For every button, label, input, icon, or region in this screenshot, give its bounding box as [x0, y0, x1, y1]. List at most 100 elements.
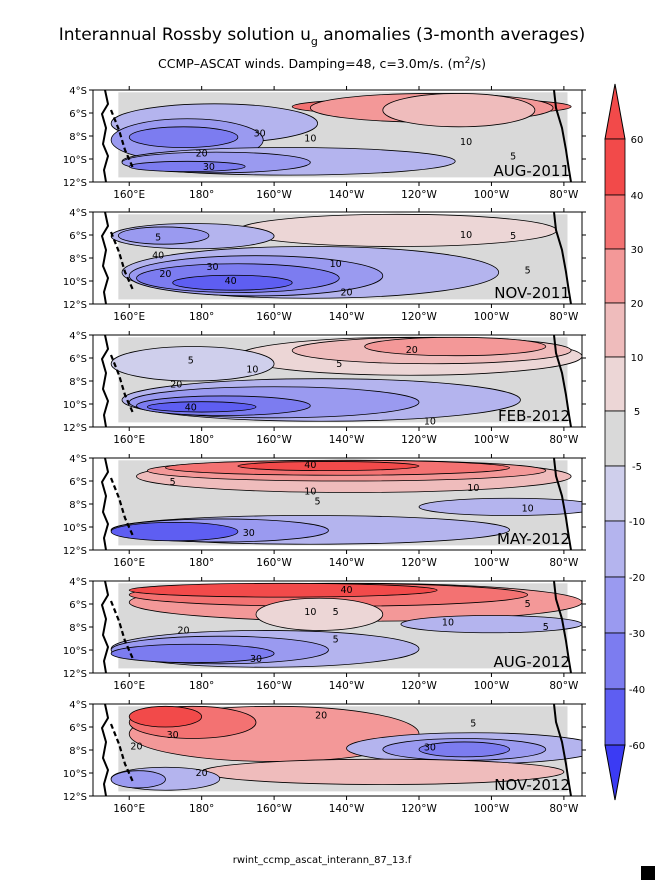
x-tick-label: 120°W	[401, 557, 437, 569]
contour-label: 10	[304, 133, 316, 144]
contour-region	[117, 226, 210, 245]
x-tick-label: 160°W	[256, 189, 292, 201]
contour-label: 30	[203, 162, 215, 173]
x-tick-label: 160°W	[256, 557, 292, 569]
x-tick-label: 140°W	[329, 680, 365, 692]
x-tick-label: 140°W	[329, 434, 365, 446]
contour-label: 5	[525, 599, 531, 610]
contour-label: 20	[130, 742, 142, 753]
x-tick-label: 100°W	[474, 557, 510, 569]
y-tick-label: 10°S	[63, 277, 87, 288]
contour-region	[382, 93, 536, 128]
x-tick-label: 100°W	[474, 680, 510, 692]
y-tick-label: 8°S	[69, 623, 87, 634]
coastline-east	[553, 457, 572, 551]
colorbar-segment	[604, 356, 626, 412]
coastline-west	[100, 457, 110, 551]
y-tick-label: 10°S	[63, 155, 87, 166]
panel-label: AUG-2012	[494, 653, 570, 671]
contour-label: 10	[522, 504, 534, 515]
contour-region	[255, 597, 384, 631]
coastline-east	[553, 334, 572, 428]
contour-label: 5	[510, 152, 516, 163]
y-tick-label: 4°S	[69, 86, 87, 97]
y-tick-label: 12°S	[63, 300, 87, 311]
y-tick-label: 4°S	[69, 454, 87, 465]
contour-label: 40	[152, 251, 164, 262]
colorbar-segment	[604, 688, 626, 746]
x-tick-label: 120°W	[401, 311, 437, 323]
contour-region	[172, 274, 293, 291]
colorbar-label: -30	[629, 629, 645, 640]
x-tick-label: 80°W	[549, 557, 579, 569]
contour-label: 40	[185, 402, 197, 413]
contour-label: 5	[336, 359, 342, 370]
panel-label: AUG-2011	[494, 162, 570, 180]
x-tick-label: 160°W	[256, 434, 292, 446]
coastline-islands	[109, 477, 135, 537]
coastline-east	[553, 703, 572, 797]
panel-label: FEB-2012	[498, 407, 570, 425]
coastline-west	[100, 89, 110, 183]
contour-region	[110, 643, 275, 664]
x-tick-label: 140°W	[329, 803, 365, 815]
panel-feb-2012: 4°S 6°S 8°S 10°S 12°S 160°E 180° 160°W 140°W 120°…	[63, 331, 586, 446]
field-regions	[110, 705, 582, 791]
y-tick-label: 6°S	[69, 723, 87, 734]
x-tick-label: 160°E	[113, 434, 145, 446]
x-tick-label: 100°W	[474, 311, 510, 323]
contour-label: 5	[333, 607, 339, 618]
contour-label: 20	[178, 625, 190, 636]
panel-nov-2012: 4°S 6°S 8°S 10°S 12°S 160°E 180° 160°W 140°W 120°…	[63, 700, 586, 815]
contour-label: 10	[424, 416, 436, 427]
field-regions	[110, 93, 572, 176]
y-tick-label: 6°S	[69, 354, 87, 365]
x-tick-label: 140°W	[329, 311, 365, 323]
contour-label: 30	[424, 743, 436, 754]
colorbar-label: -5	[632, 462, 642, 473]
y-tick-label: 10°S	[63, 523, 87, 534]
contour-label: 20	[315, 711, 327, 722]
contour-label: 20	[196, 148, 208, 159]
coastline-west	[100, 703, 110, 797]
coastline-east	[553, 89, 572, 183]
colorbar-label: 40	[631, 191, 644, 202]
panel-aug-2012: 4°S 6°S 8°S 10°S 12°S 160°E 180° 160°W 140°W 120°…	[63, 577, 586, 692]
coastline-east	[553, 211, 572, 305]
x-tick-label: 180°	[189, 680, 214, 692]
x-tick-label: 160°W	[256, 311, 292, 323]
contour-label: 5	[333, 635, 339, 646]
contour-label: 30	[250, 654, 262, 665]
x-tick-label: 180°	[189, 557, 214, 569]
contour-label: 30	[254, 129, 266, 140]
footer-filename: rwint_ccmp_ascat_interann_87_13.f	[233, 855, 412, 866]
contour-region	[364, 336, 547, 357]
coastline-islands	[109, 723, 135, 783]
contour-region	[128, 126, 239, 148]
y-tick-label: 10°S	[63, 646, 87, 657]
y-tick-label: 4°S	[69, 577, 87, 588]
y-tick-label: 4°S	[69, 700, 87, 711]
panel-label: NOV-2012	[494, 776, 570, 794]
contour-label: 30	[206, 262, 218, 273]
contour-label: 5	[470, 719, 476, 730]
panels-group: 4°S 6°S 8°S 10°S 12°S 160°E 180° 160°W 140°W 120°…	[63, 86, 586, 815]
contour-label: 20	[341, 288, 353, 299]
coastline-islands	[109, 354, 135, 414]
coastline-west	[100, 211, 110, 305]
y-tick-label: 10°S	[63, 400, 87, 411]
x-tick-label: 160°W	[256, 803, 292, 815]
contour-region	[110, 521, 239, 542]
x-tick-label: 120°W	[401, 189, 437, 201]
x-tick-label: 120°W	[401, 434, 437, 446]
contour-label: 5	[543, 622, 549, 633]
colorbar-label: -20	[629, 573, 645, 584]
y-tick-label: 8°S	[69, 254, 87, 265]
x-tick-label: 120°W	[401, 680, 437, 692]
colorbar-label: -10	[629, 517, 645, 528]
panel-label: MAY-2012	[497, 530, 570, 548]
contour-region	[146, 401, 257, 413]
colorbar-segment	[604, 194, 626, 250]
x-tick-label: 120°W	[401, 803, 437, 815]
